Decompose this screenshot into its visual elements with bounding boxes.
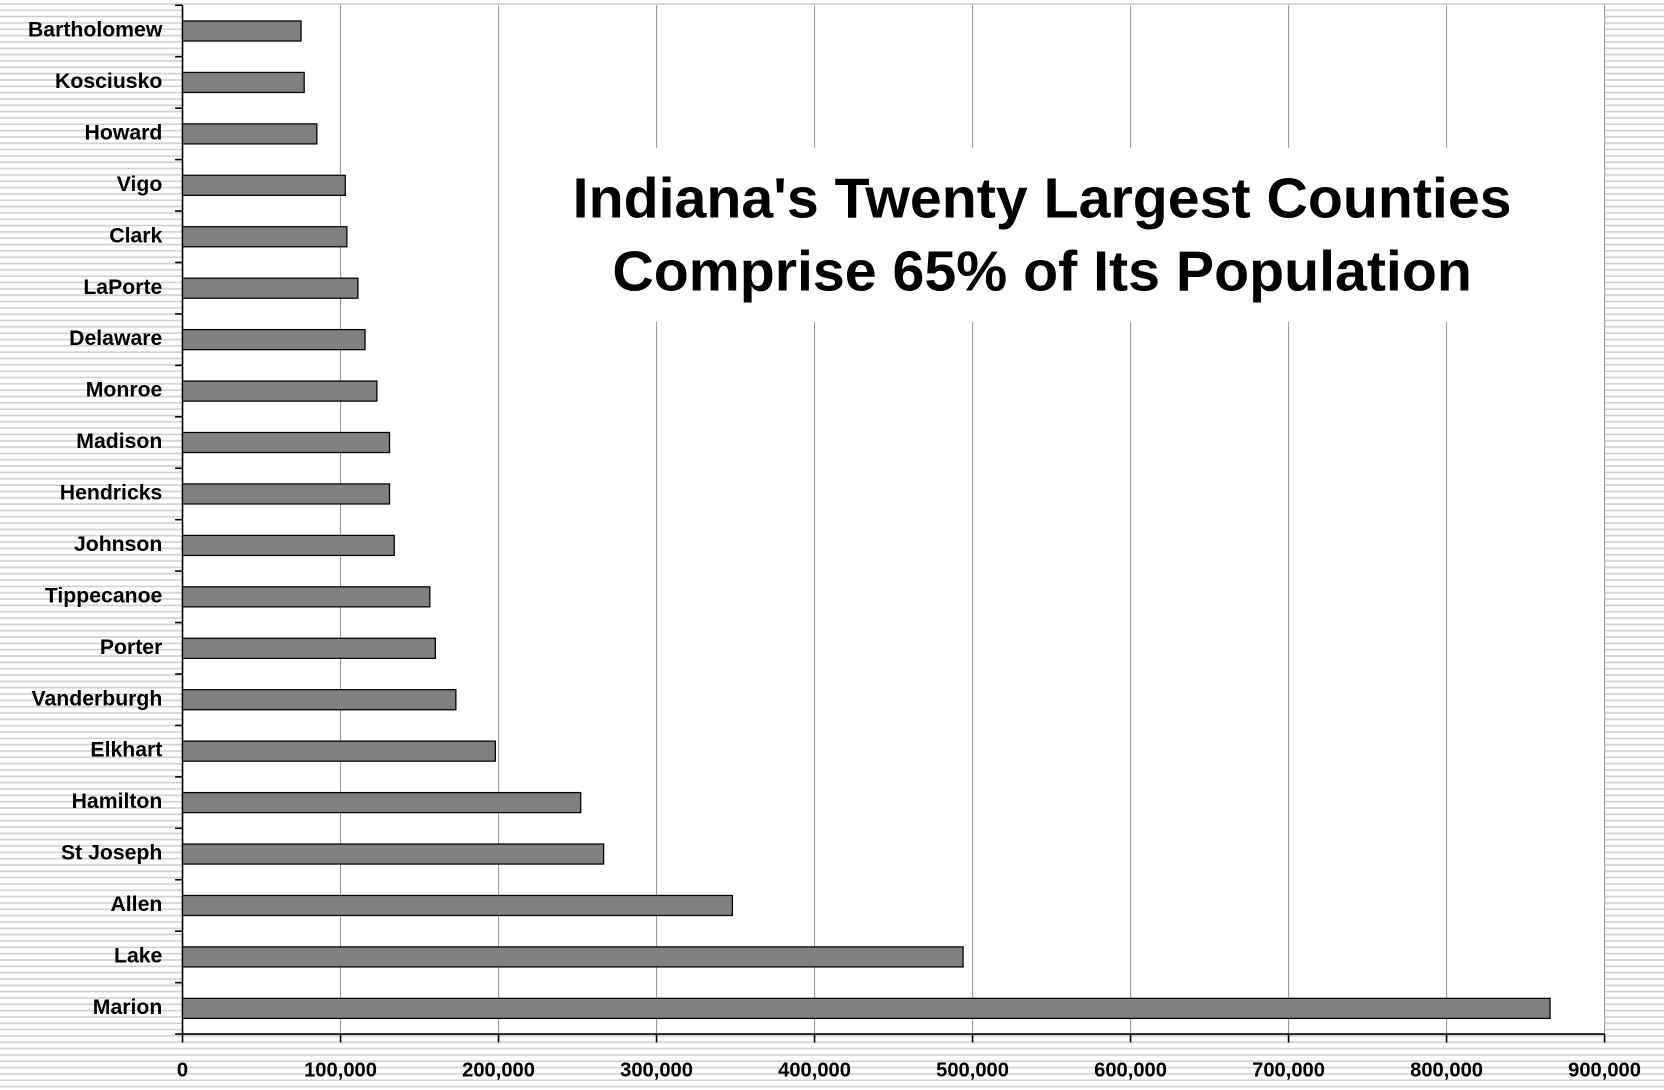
bar <box>181 431 391 454</box>
y-tick-label: LaPorte <box>83 276 162 299</box>
y-tick-label: Monroe <box>86 379 163 402</box>
title-box <box>535 147 1555 322</box>
bar <box>181 123 318 145</box>
x-tick-label: 300,000 <box>620 1059 693 1081</box>
x-tick-label: 200,000 <box>462 1059 535 1081</box>
x-tick-label: 500,000 <box>936 1059 1009 1081</box>
y-tick-label: Tippecanoe <box>45 584 163 607</box>
y-tick-label: Vigo <box>117 173 163 196</box>
bar <box>181 637 436 659</box>
y-tick-label: Hendricks <box>60 482 163 505</box>
y-tick-label: Clark <box>109 224 162 247</box>
bar <box>181 483 391 505</box>
y-tick-label: Bartholomew <box>28 19 163 42</box>
bar <box>181 843 605 865</box>
chart-title: Indiana's Twenty Largest Counties <box>573 167 1512 231</box>
bar <box>181 740 497 762</box>
bar <box>181 946 964 968</box>
bar <box>181 534 395 557</box>
x-tick-label: 700,000 <box>1252 1059 1325 1081</box>
x-tick-label: 800,000 <box>1410 1059 1483 1081</box>
y-tick-label: St Joseph <box>61 842 162 865</box>
bar <box>181 791 582 814</box>
marks: 0 100,000 200,000 300,000 400,000 500,000 600,… <box>28 4 1641 1081</box>
bar <box>181 328 366 351</box>
bar <box>181 71 305 94</box>
y-tick-label: Elkhart <box>90 739 162 762</box>
y-tick-label: Lake <box>114 945 163 968</box>
x-tick-label: 400,000 <box>778 1059 851 1081</box>
y-tick-label: Kosciusko <box>55 70 162 93</box>
y-tick-label: Allen <box>110 893 162 916</box>
y-tick-label: Madison <box>76 430 162 453</box>
y-tick-label: Marion <box>93 996 163 1019</box>
bar <box>181 226 348 248</box>
bar <box>181 894 734 917</box>
y-tick-label: Delaware <box>69 327 162 350</box>
bar <box>181 277 359 299</box>
bar <box>181 380 378 402</box>
x-tick-label: 600,000 <box>1094 1059 1167 1081</box>
y-tick-label: Hamilton <box>72 790 163 813</box>
bar <box>181 997 1551 1020</box>
x-tick-label: 0 <box>177 1059 188 1081</box>
x-tick-label: 900,000 <box>1568 1059 1641 1081</box>
y-tick-label: Johnson <box>74 533 162 556</box>
bar <box>181 174 346 196</box>
y-tick-label: Porter <box>100 636 162 659</box>
bar <box>181 689 457 711</box>
y-tick-label: Vanderburgh <box>32 687 163 710</box>
bar <box>181 586 431 608</box>
chart-title: Comprise 65% of Its Population <box>612 240 1471 304</box>
y-tick-label: Howard <box>85 122 163 145</box>
bar <box>181 20 302 42</box>
x-tick-label: 100,000 <box>304 1059 377 1081</box>
